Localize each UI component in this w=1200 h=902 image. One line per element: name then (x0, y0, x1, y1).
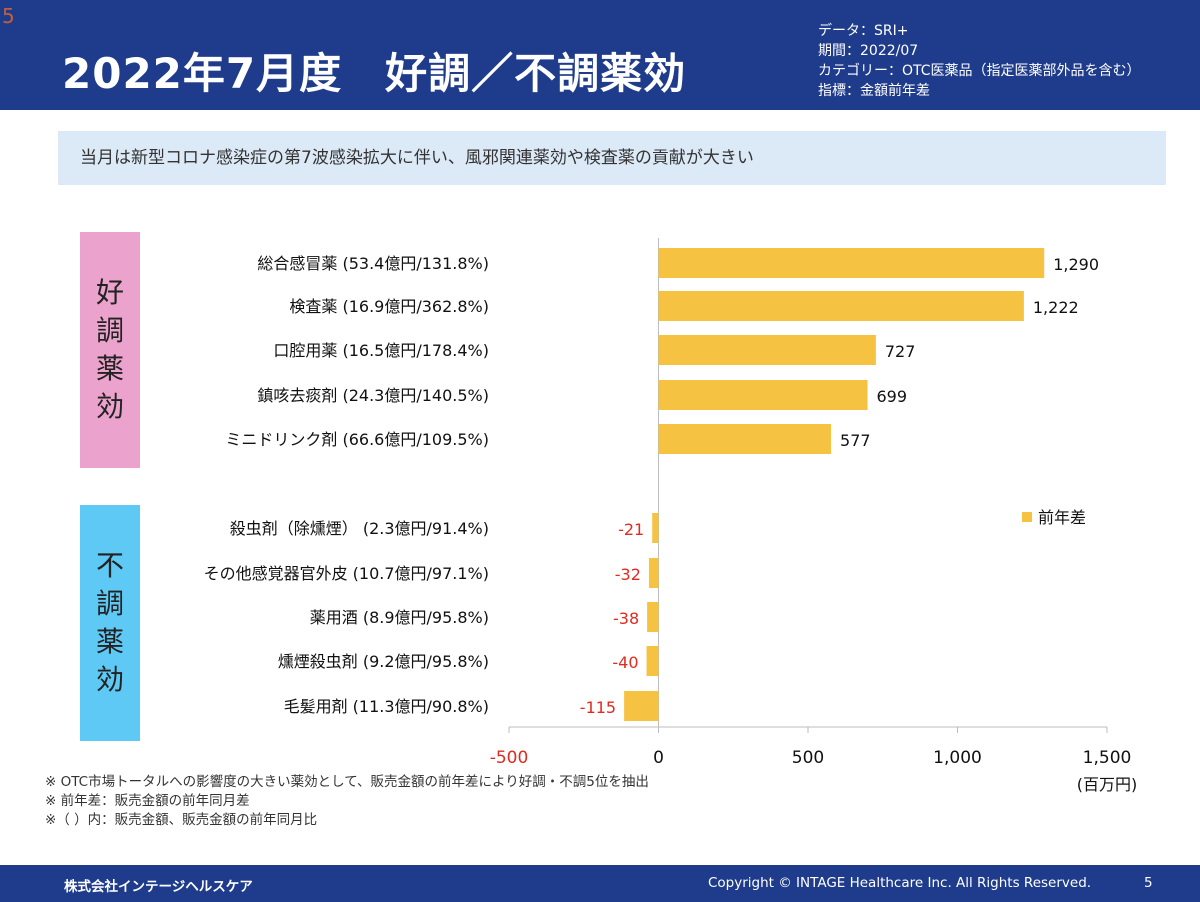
bar (658, 424, 832, 454)
value-label: 727 (885, 342, 916, 361)
bar (652, 513, 659, 543)
value-label: -32 (615, 565, 641, 584)
bar (658, 335, 876, 365)
bar (658, 248, 1045, 278)
bad-label-char: 不 (95, 549, 124, 582)
page-title: 2022年7月度 好調／不調薬効 (62, 49, 687, 98)
bar (647, 602, 659, 632)
footnote: ※ OTC市場トータルへの影響度の大きい薬効として、販売金額の前年差により好調・… (45, 774, 649, 790)
summary-banner: 当月は新型コロナ感染症の第7波感染拡大に伴い、風邪関連薬効や検査薬の貢献が大きい (58, 131, 1166, 185)
category-label: 燻煙殺虫剤 (9.2億円/95.8%) (278, 652, 489, 671)
x-tick-label: 0 (653, 748, 664, 768)
page-number: 5 (1144, 875, 1153, 891)
category-label: 薬用酒 (8.9億円/95.8%) (310, 608, 489, 627)
value-label: -40 (612, 653, 638, 672)
meta-category: カテゴリー：OTC医薬品（指定医薬部外品を含む） (818, 63, 1141, 79)
good-label-char: 調 (95, 314, 124, 347)
category-label: ミニドリンク剤 (66.6億円/109.5%) (225, 430, 489, 449)
legend-swatch (1022, 512, 1032, 522)
bad-label-char: 薬 (95, 625, 124, 658)
value-label: -115 (580, 698, 616, 717)
good-label-char: 薬 (95, 352, 124, 385)
bar (648, 558, 659, 588)
header-bar: 5 2022年7月度 好調／不調薬効 データ：SRI+ 期間：2022/07 カ… (0, 0, 1200, 110)
category-label: 毛髪用剤 (11.3億円/90.8%) (284, 697, 489, 716)
value-label: 1,290 (1053, 255, 1099, 274)
category-label: 鎮咳去痰剤 (24.3億円/140.5%) (257, 386, 489, 405)
value-label: 699 (877, 387, 908, 406)
footnotes: ※ OTC市場トータルへの影響度の大きい薬効として、販売金額の前年差により好調・… (45, 773, 649, 830)
x-tick-label: -500 (490, 748, 529, 768)
bad-group-label: 不 調 薬 効 (80, 505, 140, 741)
meta-data-source: データ：SRI+ (818, 23, 909, 39)
bar (646, 646, 659, 676)
value-label: 1,222 (1033, 298, 1079, 317)
bar (624, 691, 659, 721)
good-label-char: 好 (95, 276, 124, 309)
bad-label-char: 調 (95, 587, 124, 620)
good-group-label: 好 調 薬 効 (80, 232, 140, 468)
legend-label: 前年差 (1038, 508, 1086, 527)
category-label: 殺虫剤（除燻煙） (2.3億円/91.4%) (230, 519, 489, 538)
meta-indicator: 指標：金額前年差 (818, 83, 930, 99)
page-corner-number: 5 (2, 4, 15, 28)
category-label: 口腔用薬 (16.5億円/178.4%) (273, 341, 489, 360)
category-label: 総合感冒薬 (53.4億円/131.8%) (257, 254, 489, 273)
value-label: -38 (613, 609, 639, 628)
bad-label-char: 効 (95, 663, 124, 696)
bar (658, 380, 868, 410)
footnote: ※ 前年差：販売金額の前年同月差 (45, 793, 250, 809)
footer-bar: 株式会社インテージヘルスケア Copyright © INTAGE Health… (0, 865, 1200, 902)
good-label-char: 効 (95, 390, 124, 423)
x-tick-label: 1,000 (933, 748, 982, 768)
bar (658, 291, 1024, 321)
value-label: 577 (840, 431, 871, 450)
category-label: 検査薬 (16.9億円/362.8%) (289, 297, 489, 316)
copyright-text: Copyright © INTAGE Healthcare Inc. All R… (708, 875, 1092, 891)
value-label: -21 (618, 520, 644, 539)
x-axis-unit: (百万円) (1077, 775, 1138, 794)
meta-period: 期間：2022/07 (818, 43, 919, 59)
x-tick-label: 500 (792, 748, 824, 768)
category-label: その他感覚器官外皮 (10.7億円/97.1%) (204, 564, 489, 583)
bar-chart: -500 0 500 1,000 1,500 (百万円) 総合感冒薬 (53.4億円/131… (204, 238, 1138, 794)
footnote: ※（ ）内：販売金額、販売金額の前年同月比 (45, 812, 318, 828)
x-tick-label: 1,500 (1083, 748, 1132, 768)
company-name: 株式会社インテージヘルスケア (64, 879, 253, 895)
meta-info: データ：SRI+ 期間：2022/07 カテゴリー：OTC医薬品（指定医薬部外品… (818, 21, 1141, 101)
